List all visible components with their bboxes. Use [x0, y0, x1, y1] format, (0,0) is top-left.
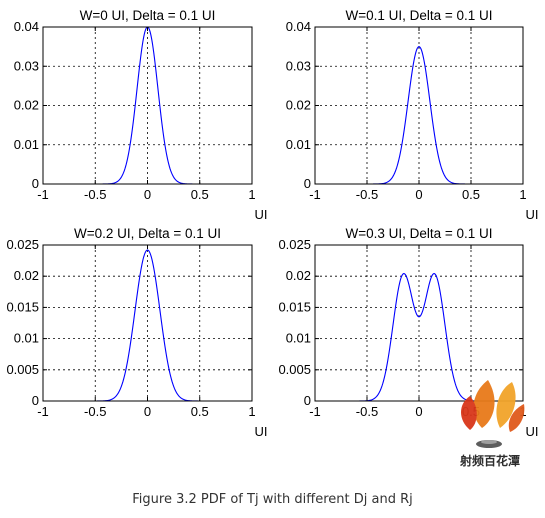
x-tick-label: 1 — [248, 187, 255, 202]
x-tick-label: 0.5 — [191, 187, 209, 202]
subplot-title: W=0.3 UI, Delta = 0.1 UI — [345, 226, 492, 241]
subplot-title: W=0 UI, Delta = 0.1 UI — [80, 8, 216, 23]
logo-petal — [473, 380, 495, 428]
y-tick-label: 0.005 — [278, 362, 311, 377]
y-tick-label: 0.01 — [14, 137, 39, 152]
y-tick-label: 0.02 — [286, 268, 311, 283]
watermark-logo: 射频百花潭 — [459, 380, 525, 468]
x-tick-label: 0.5 — [462, 187, 480, 202]
plot-area — [315, 245, 523, 401]
logo-petal — [508, 404, 525, 432]
x-tick-label: -0.5 — [84, 404, 106, 419]
y-tick-label: 0.025 — [278, 237, 311, 252]
y-tick-label: 0 — [304, 176, 311, 191]
watermark-text: 射频百花潭 — [459, 453, 520, 468]
figure-caption: Figure 3.2 PDF of Tj with different Dj a… — [132, 492, 413, 507]
x-tick-label: 1 — [248, 404, 255, 419]
y-tick-label: 0.03 — [286, 58, 311, 73]
logo-petal — [461, 396, 477, 430]
x-tick-label: -1 — [309, 187, 321, 202]
y-tick-label: 0.01 — [286, 137, 311, 152]
y-tick-label: 0.015 — [278, 299, 311, 314]
x-tick-label: 0 — [415, 187, 422, 202]
y-tick-label: 0.01 — [14, 331, 39, 346]
y-tick-label: 0 — [32, 393, 39, 408]
x-tick-label: -1 — [37, 404, 49, 419]
subplot-title: W=0.1 UI, Delta = 0.1 UI — [345, 8, 492, 23]
y-tick-label: 0.02 — [14, 268, 39, 283]
subplot-2: -1 -0.5 0 0.5 1 0 0.01 0.02 0.03 0.04 W=0.1 UI, De… — [286, 8, 539, 222]
y-tick-label: 0.02 — [286, 98, 311, 113]
y-tick-label: 0 — [304, 393, 311, 408]
x-axis-label: UI — [255, 207, 268, 222]
x-axis-label: UI — [255, 424, 268, 439]
x-tick-label: -0.5 — [356, 404, 378, 419]
plot-area — [43, 245, 252, 401]
x-tick-label: -0.5 — [356, 187, 378, 202]
x-tick-label: -1 — [37, 187, 49, 202]
logo-base-highlight — [481, 440, 497, 444]
y-tick-label: 0.005 — [6, 362, 39, 377]
x-axis-label: UI — [526, 424, 539, 439]
y-tick-label: 0.03 — [14, 58, 39, 73]
y-tick-label: 0.04 — [14, 19, 39, 34]
x-tick-label: 0.5 — [191, 404, 209, 419]
x-tick-label: 0 — [415, 404, 422, 419]
y-tick-label: 0.02 — [14, 98, 39, 113]
x-tick-label: 0 — [144, 187, 151, 202]
subplot-1: -1 -0.5 0 0.5 1 0 0.01 0.02 0.03 0.04 W=0 UI, Delt… — [14, 8, 268, 222]
x-tick-label: -0.5 — [84, 187, 106, 202]
y-tick-label: 0.01 — [286, 331, 311, 346]
x-tick-label: 1 — [519, 187, 526, 202]
y-tick-label: 0.025 — [6, 237, 39, 252]
subplot-title: W=0.2 UI, Delta = 0.1 UI — [74, 226, 221, 241]
x-tick-label: -1 — [309, 404, 321, 419]
logo-petal — [496, 382, 516, 428]
y-tick-label: 0 — [32, 176, 39, 191]
subplot-3: -1 -0.5 0 0.5 1 0 0.005 0.01 0.015 0.02 0.025 W=0.2… — [6, 226, 267, 439]
x-tick-label: 0 — [144, 404, 151, 419]
x-axis-label: UI — [526, 207, 539, 222]
y-tick-label: 0.04 — [286, 19, 311, 34]
y-tick-label: 0.015 — [6, 299, 39, 314]
subplot-4: -1-0.500.5100.0050.010.0150.020.025W=0.3… — [278, 226, 538, 439]
